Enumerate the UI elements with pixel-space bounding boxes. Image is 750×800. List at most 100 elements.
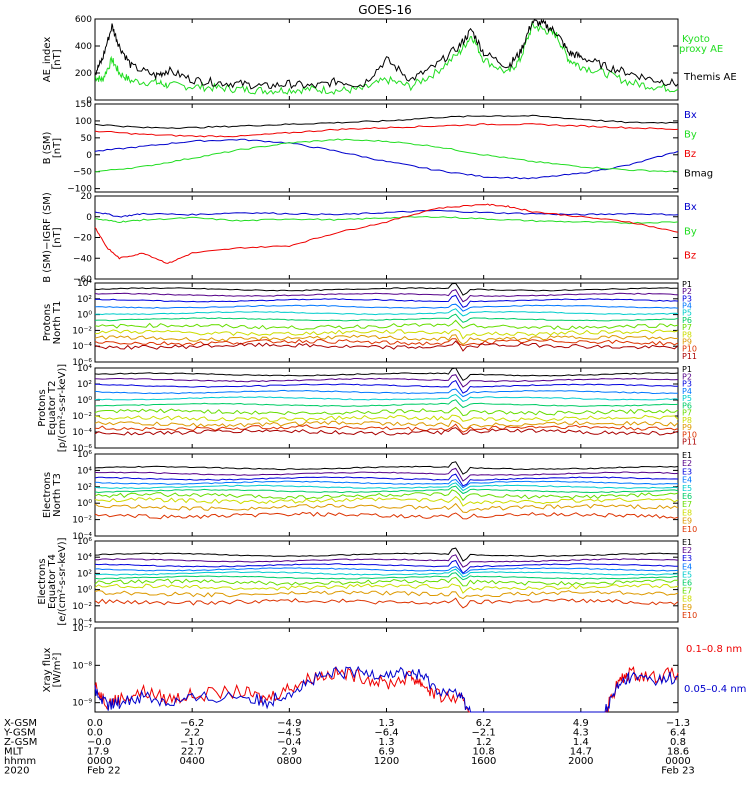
plot-title: GOES-16 — [358, 3, 412, 17]
y-axis-label: Electrons — [37, 558, 48, 604]
channel-e4 — [94, 566, 679, 575]
series-0-1-0-8-nm — [94, 666, 679, 713]
channel-p6 — [94, 399, 679, 409]
y-tick-label: −40 — [73, 254, 92, 264]
legend-label: proxy AE — [679, 44, 723, 55]
y-tick-label: 10² — [77, 380, 92, 390]
panel-digrf: −60 −40 −20 0 20 B (SM)−IGRF (SM) [nT] Bx By Bz — [42, 192, 697, 285]
xaxis-value: 2.2 — [184, 728, 200, 739]
xaxis-value: 0000 — [665, 756, 690, 767]
legend-label: Bx — [684, 202, 697, 213]
channel-e1 — [94, 547, 679, 562]
channel-e10 — [94, 597, 679, 609]
y-tick-label: 10⁰ — [77, 311, 92, 321]
panel-protons_t2: 10⁻⁶ 10⁻⁴ 10⁻² 10⁰ 10² 10⁴ Protons Equator T2 [p… — [37, 364, 697, 454]
y-tick-label: −20 — [73, 234, 92, 244]
channel-label: E10 — [682, 611, 697, 620]
channel-label: P5 — [682, 394, 692, 403]
y-axis-label: Electrons — [42, 472, 53, 518]
channel-label: P8 — [682, 330, 692, 339]
channel-p10 — [94, 423, 679, 433]
panel-bsm: −100 −50 0 50 100 150 B (SM) [nT] Bx By Bz Bmag — [42, 100, 713, 195]
xaxis-value: 1200 — [374, 756, 399, 767]
channel-e5 — [95, 568, 679, 578]
channel-label: P7 — [682, 323, 692, 332]
channel-p1 — [94, 367, 679, 382]
channel-p11 — [94, 340, 679, 352]
y-tick-label: 10⁻⁹ — [72, 699, 92, 709]
xaxis-row-label: Y-GSM — [3, 728, 36, 739]
channel-p8 — [94, 328, 679, 340]
legend-label: Kyoto — [682, 34, 710, 45]
xaxis-row-label: hhmm — [4, 756, 36, 767]
channel-p5 — [94, 308, 679, 317]
y-tick-label: 10⁰ — [77, 396, 92, 406]
channel-e6 — [94, 572, 679, 581]
xaxis-row-label: 2020 — [4, 766, 29, 777]
y-tick-label: 600 — [75, 15, 92, 25]
xaxis-value: 0.0 — [87, 718, 103, 729]
channel-label: E8 — [682, 595, 692, 604]
panel-protons_t1: 10⁻⁶ 10⁻⁴ 10⁻² 10⁰ 10² 10⁴ Protons North T1 P1P2… — [42, 279, 697, 368]
xaxis-value: 0400 — [179, 756, 204, 767]
y-tick-label: 0 — [86, 96, 92, 106]
y-tick-label: 10⁶ — [77, 537, 92, 547]
xaxis-value: 6.4 — [670, 728, 686, 739]
channel-label: E5 — [682, 570, 692, 579]
y-axis-label: Equator T4 — [47, 554, 58, 609]
xaxis-value: 18.6 — [667, 747, 689, 758]
channel-label: P11 — [682, 352, 697, 361]
xaxis-value: −0.4 — [277, 737, 301, 748]
y-tick-label: 10⁻² — [72, 412, 92, 422]
channel-label: P1 — [682, 280, 692, 289]
y-tick-label: 10⁴ — [77, 364, 92, 374]
xaxis-value: 1600 — [471, 756, 496, 767]
channel-label: P9 — [682, 337, 692, 346]
channel-e2 — [94, 467, 679, 482]
xaxis-value: 1.4 — [573, 737, 589, 748]
channel-e3 — [94, 559, 678, 574]
xaxis-value: 6.2 — [476, 718, 492, 729]
channel-p2 — [94, 288, 679, 303]
xaxis-value: −6.4 — [374, 728, 398, 739]
legend-label: Themis AE — [683, 72, 737, 83]
channel-p9 — [94, 419, 679, 430]
legend-label: 0.1–0.8 nm — [686, 644, 742, 655]
y-tick-label: 10⁻⁷ — [72, 624, 92, 634]
channel-label: E2 — [682, 459, 692, 468]
channel-label: E3 — [682, 467, 692, 476]
y-tick-label: 10⁻⁴ — [72, 532, 92, 542]
channel-label: E9 — [682, 603, 692, 612]
channel-label: P4 — [682, 302, 692, 311]
y-axis-label: [nT] — [52, 227, 63, 247]
channel-label: P2 — [682, 287, 692, 296]
channel-label: E8 — [682, 508, 692, 517]
y-tick-label: 10⁻⁶ — [72, 358, 92, 368]
channel-label: P2 — [682, 372, 692, 381]
channel-label: P1 — [682, 365, 692, 374]
channel-p9 — [94, 334, 679, 346]
channel-p2 — [94, 374, 679, 388]
xaxis-value: 4.9 — [573, 718, 589, 729]
xaxis-value: 2.9 — [281, 747, 297, 758]
xaxis-value: 22.7 — [181, 747, 203, 758]
xaxis-value: 14.7 — [570, 747, 592, 758]
xaxis-value: 1.3 — [379, 737, 395, 748]
channel-p5 — [94, 393, 679, 402]
channel-p6 — [94, 313, 679, 323]
y-axis-label: B (SM)−IGRF (SM) — [42, 192, 53, 283]
y-tick-label: 10⁴ — [77, 466, 92, 476]
y-axis-label: North T3 — [52, 473, 63, 517]
xaxis-value: 0.8 — [670, 737, 686, 748]
channel-e8 — [94, 495, 679, 507]
series-bx — [94, 138, 679, 180]
channel-e3 — [94, 473, 679, 487]
channel-label: E4 — [682, 562, 692, 571]
xaxis-value: −1.0 — [180, 737, 204, 748]
xaxis-value: −4.9 — [277, 718, 301, 729]
channel-e2 — [94, 554, 679, 568]
series-by — [94, 138, 679, 173]
xaxis-value: 1.2 — [476, 737, 492, 748]
